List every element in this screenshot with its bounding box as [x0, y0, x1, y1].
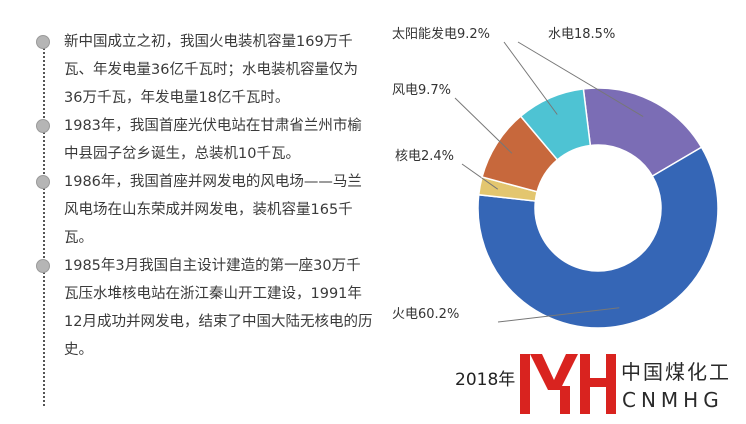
timeline-item: 1985年3月我国自主设计建造的第一座30万千瓦压水堆核电站在浙江秦山开工建设，… — [30, 252, 372, 364]
slice-label: 核电2.4% — [395, 149, 454, 164]
logo: 中国煤化工 CNMHG — [518, 350, 746, 420]
timeline-dotted-line — [43, 40, 45, 406]
timeline-text: 1983年，我国首座光伏电站在甘肃省兰州市榆中县园子岔乡诞生，总装机10千瓦。 — [64, 118, 362, 162]
chart-title: 2018年 — [455, 370, 516, 390]
logo-mark-icon — [520, 354, 616, 414]
leader-line — [497, 307, 620, 323]
slice-label: 太阳能发电9.2% — [392, 26, 490, 42]
timeline-text: 1985年3月我国自主设计建造的第一座30万千瓦压水堆核电站在浙江秦山开工建设，… — [64, 258, 373, 358]
timeline-text: 新中国成立之初，我国火电装机容量169万千瓦、年发电量36亿千瓦时；水电装机容量… — [64, 34, 358, 106]
timeline: 新中国成立之初，我国火电装机容量169万千瓦、年发电量36亿千瓦时；水电装机容量… — [30, 28, 372, 406]
leader-line — [454, 97, 513, 154]
leader-line — [503, 41, 558, 115]
donut-slice — [519, 88, 592, 161]
slice-label: 水电18.5% — [548, 27, 615, 42]
timeline-item: 1986年，我国首座并网发电的风电场——马兰风电场在山东荣成并网发电，装机容量1… — [30, 168, 370, 252]
bullet-icon — [36, 175, 50, 189]
timeline-item: 1983年，我国首座光伏电站在甘肃省兰州市榆中县园子岔乡诞生，总装机10千瓦。 — [30, 112, 370, 168]
timeline-text: 1986年，我国首座并网发电的风电场——马兰风电场在山东荣成并网发电，装机容量1… — [64, 174, 362, 246]
donut-slice — [477, 146, 719, 329]
bullet-icon — [36, 35, 50, 49]
bullet-icon — [36, 259, 50, 273]
logo-text-en: CNMHG — [622, 388, 724, 412]
timeline-item: 新中国成立之初，我国火电装机容量169万千瓦、年发电量36亿千瓦时；水电装机容量… — [30, 28, 370, 112]
leader-line — [461, 163, 499, 190]
leader-line — [517, 41, 644, 117]
slice-label: 风电9.7% — [392, 83, 451, 98]
logo-text-cn: 中国煤化工 — [621, 360, 731, 384]
slice-label: 火电60.2% — [392, 307, 459, 322]
bullet-icon — [36, 119, 50, 133]
